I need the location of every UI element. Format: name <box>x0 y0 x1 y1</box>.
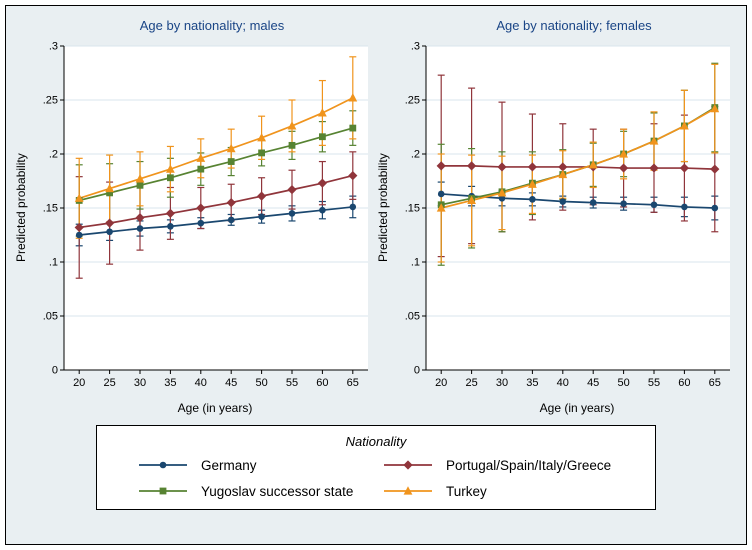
plot-row-females: Predicted probability 0 .05 .1 .15 .2 .25 .3 20… <box>376 36 738 400</box>
svg-text:55: 55 <box>648 377 660 389</box>
svg-text:.25: .25 <box>43 95 58 107</box>
svg-text:65: 65 <box>347 377 359 389</box>
svg-text:.05: .05 <box>405 311 420 323</box>
svg-text:30: 30 <box>496 377 508 389</box>
panel-males: Age by nationality; males Predicted prob… <box>14 18 376 415</box>
legend-label-germany: Germany <box>201 457 257 473</box>
portugal-spain-italy-greece-marker-icon <box>384 460 432 470</box>
svg-text:.2: .2 <box>49 149 58 161</box>
svg-text:65: 65 <box>709 377 721 389</box>
svg-text:.3: .3 <box>49 41 58 53</box>
panels: Age by nationality; males Predicted prob… <box>6 18 746 415</box>
legend-item-germany: Germany <box>137 457 370 473</box>
svg-text:60: 60 <box>316 377 328 389</box>
panel-title-males: Age by nationality; males <box>139 18 285 33</box>
legend-item-portugal-spain-italy-greece: Portugal/Spain/Italy/Greece <box>382 457 615 473</box>
svg-text:60: 60 <box>678 377 690 389</box>
legend-label-portugal-spain-italy-greece: Portugal/Spain/Italy/Greece <box>446 457 612 473</box>
y-axis-label-males: Predicted probability <box>14 153 28 263</box>
graph-frame: Age by nationality; males Predicted prob… <box>5 5 747 545</box>
svg-text:.25: .25 <box>405 95 420 107</box>
svg-text:0: 0 <box>52 365 58 377</box>
y-axis-label-females: Predicted probability <box>376 153 390 263</box>
svg-text:50: 50 <box>617 377 629 389</box>
panel-females: Age by nationality; females Predicted pr… <box>376 18 738 415</box>
germany-marker-icon <box>139 461 187 469</box>
svg-text:30: 30 <box>134 377 146 389</box>
x-axis-label-females: Age (in years) <box>539 401 615 415</box>
legend-title: Nationality <box>345 434 407 449</box>
panel-title-females: Age by nationality; females <box>496 18 652 33</box>
legend-item-yugoslav-successor-state: Yugoslav successor state <box>137 483 370 499</box>
turkey-marker-icon <box>384 486 432 495</box>
svg-text:.3: .3 <box>411 41 420 53</box>
svg-text:55: 55 <box>286 377 298 389</box>
svg-text:.2: .2 <box>411 149 420 161</box>
yugoslav-successor-state-marker-icon <box>139 487 187 495</box>
svg-text:25: 25 <box>465 377 477 389</box>
legend-label-turkey: Turkey <box>446 483 487 499</box>
svg-text:45: 45 <box>225 377 237 389</box>
legend-label-yugoslav-successor-state: Yugoslav successor state <box>201 483 354 499</box>
legend-wrap: Nationality Germany Portugal/Spain/Italy… <box>6 425 746 510</box>
svg-text:.05: .05 <box>43 311 58 323</box>
svg-text:.1: .1 <box>49 257 58 269</box>
plot-row-males: Predicted probability 0 .05 .1 .15 .2 .25 .3 20… <box>14 36 376 400</box>
legend-item-turkey: Turkey <box>382 483 615 499</box>
plot-svg-males: 0 .05 .1 .15 .2 .25 .3 20 25 30 35 40 45 50 55 60 65 <box>43 41 368 389</box>
svg-text:35: 35 <box>526 377 538 389</box>
svg-text:20: 20 <box>435 377 447 389</box>
svg-text:20: 20 <box>73 377 85 389</box>
svg-text:45: 45 <box>587 377 599 389</box>
x-axis-label-males: Age (in years) <box>177 401 253 415</box>
svg-text:0: 0 <box>414 365 420 377</box>
svg-text:40: 40 <box>195 377 207 389</box>
svg-text:40: 40 <box>557 377 569 389</box>
legend: Nationality Germany Portugal/Spain/Italy… <box>96 425 656 510</box>
svg-text:50: 50 <box>255 377 267 389</box>
svg-text:.15: .15 <box>43 203 58 215</box>
svg-text:.1: .1 <box>411 257 420 269</box>
plot-svg-females: 0 .05 .1 .15 .2 .25 .3 20 25 30 35 40 45 50 55 60 65 <box>405 41 730 389</box>
legend-grid: Germany Portugal/Spain/Italy/Greece Yugo… <box>111 457 641 499</box>
svg-text:25: 25 <box>103 377 115 389</box>
svg-text:35: 35 <box>164 377 176 389</box>
svg-text:.15: .15 <box>405 203 420 215</box>
